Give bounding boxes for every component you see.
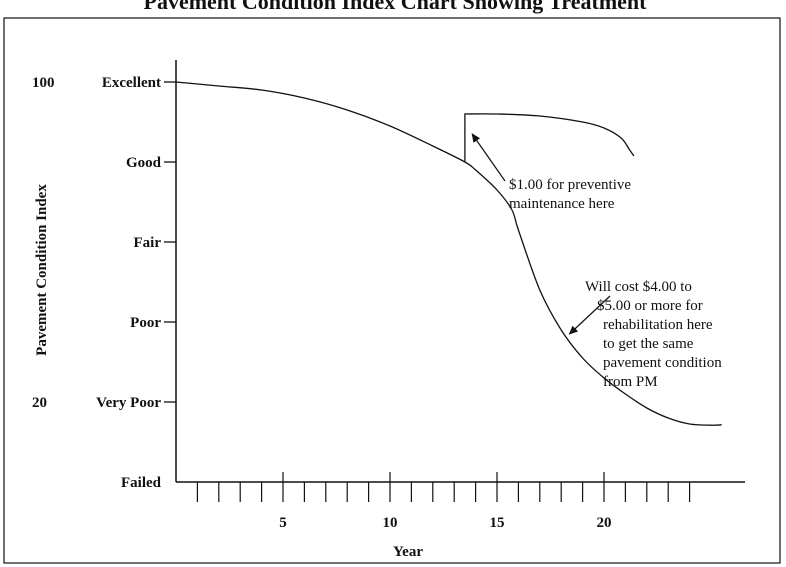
annotation-arrow [471, 133, 506, 182]
annotation-layer: $1.00 for preventive maintenance here Will… [471, 133, 722, 390]
y-numeric-label: 100 [32, 75, 55, 91]
y-category-label: Failed [121, 475, 162, 491]
annotation-line: maintenance here [509, 196, 615, 212]
x-axis-title: Year [393, 544, 423, 560]
annotation-line: from PM [603, 374, 658, 390]
annotation-line: to get the same [603, 336, 694, 352]
y-axis-title: Pavement Condition Index [34, 184, 50, 356]
preventive-maintenance-curve [464, 113, 635, 162]
x-tick-label: 15 [490, 515, 505, 531]
annotation-line: pavement condition [603, 355, 722, 371]
annotation-arrow [568, 295, 611, 335]
y-ticks: Excellent Good Fair Poor Very Poor Failed 100 2… [32, 75, 176, 491]
deterioration-curve [175, 81, 722, 426]
series-layer [175, 81, 722, 426]
annotation-line: Will cost $4.00 to [585, 279, 692, 295]
y-category-label: Fair [134, 235, 162, 251]
x-tick-label: 10 [383, 515, 398, 531]
annotation-line: $1.00 for preventive [509, 177, 631, 193]
y-category-label: Poor [130, 315, 161, 331]
annotation-rehabilitation: Will cost $4.00 to $5.00 or more for rehab… [585, 279, 722, 390]
cropped-title: Pavement Condition Index Chart Showing T… [144, 0, 648, 14]
annotation-line: rehabilitation here [603, 317, 713, 333]
y-category-label: Good [126, 155, 162, 171]
y-category-label: Very Poor [96, 395, 161, 411]
x-tick-label: 5 [279, 515, 287, 531]
x-ticks: 5 10 15 20 [196, 472, 691, 531]
y-numeric-label: 20 [32, 395, 47, 411]
annotation-line: $5.00 or more for [597, 298, 703, 314]
y-category-label: Excellent [102, 75, 161, 91]
x-tick-label: 20 [597, 515, 612, 531]
chart-border [3, 17, 781, 564]
annotation-preventive: $1.00 for preventive maintenance here [509, 177, 631, 212]
